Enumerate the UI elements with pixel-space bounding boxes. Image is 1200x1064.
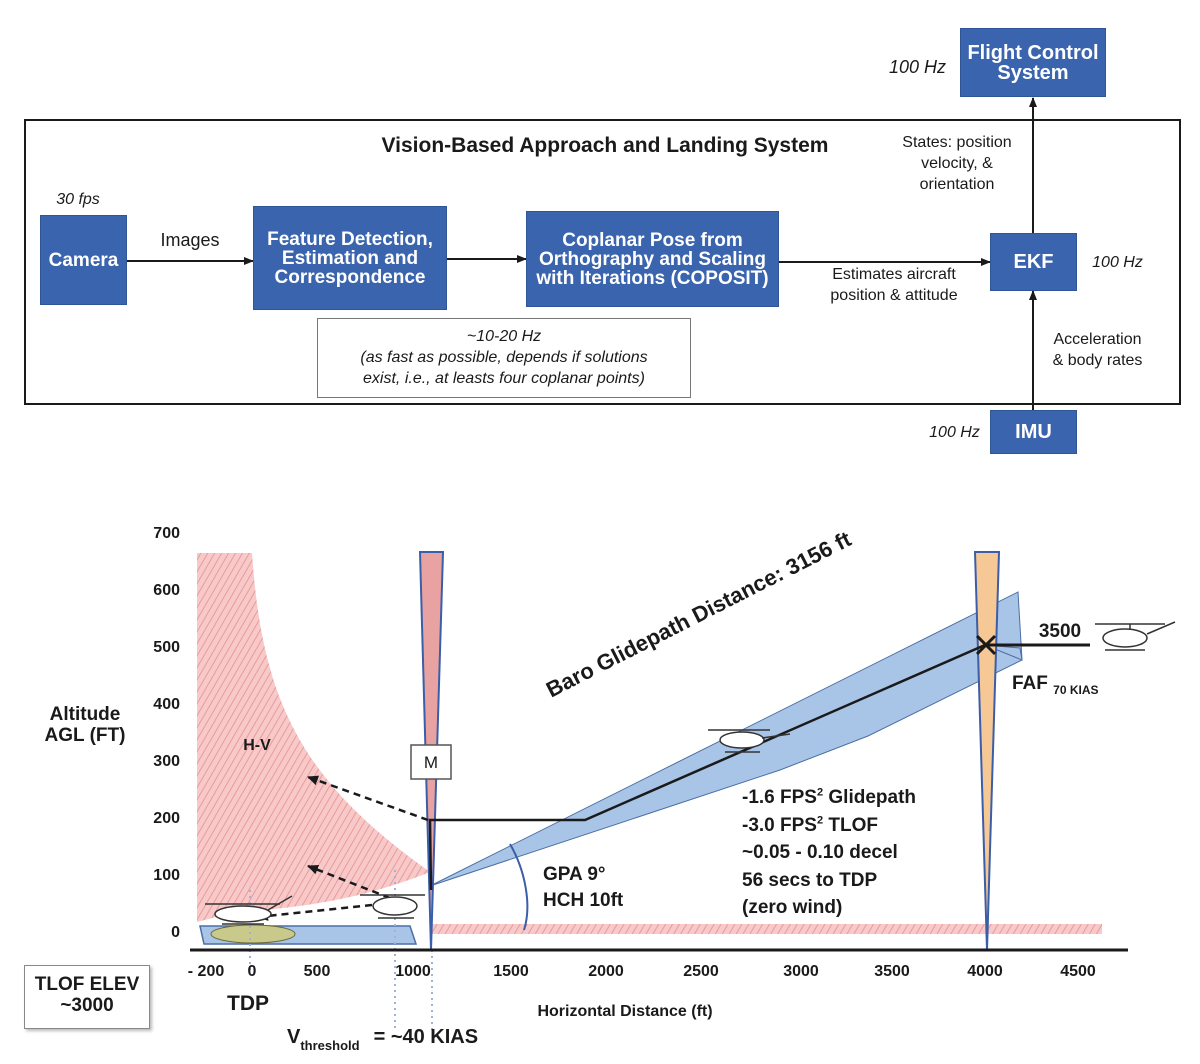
fcs-line-2: System [997, 61, 1069, 84]
y-axis-label-line-2: AGL (FT) [44, 724, 126, 746]
camera-rate-label: 30 fps [56, 191, 100, 208]
hv-region [197, 553, 430, 922]
approach-note: (zero wind) [742, 897, 843, 919]
accel-line-2: & body rates [1052, 351, 1143, 369]
y-tick: 500 [153, 639, 180, 656]
feature-line-3: Correspondence [274, 266, 426, 288]
v-threshold-sub: threshold [300, 1038, 360, 1053]
estimates-line-1: Estimates aircraft [832, 266, 956, 283]
m-marker-label: M [423, 753, 439, 772]
helicopter-icon-threshold [360, 894, 425, 919]
tlof-line-2: ~3000 [60, 994, 114, 1016]
gpa-line-1: GPA 9° [543, 864, 606, 885]
system-diagram-lines [24, 97, 1181, 410]
x-axis-label: Horizontal Distance (ft) [537, 1003, 713, 1020]
faf-label: FAF 70 KIAS [1012, 673, 1099, 697]
system-frame [24, 119, 1181, 405]
feature-detection-box: Feature Detection, Estimation and Corres… [253, 206, 447, 310]
gpa-arc [509, 843, 529, 931]
x-tick: 500 [303, 963, 331, 980]
helicopter-icon-faf [1095, 621, 1176, 651]
states-line-2: velocity, & [921, 154, 993, 172]
note-line-2: (as fast as possible, depends if solutio… [360, 348, 648, 366]
feature-line-2: Estimation and [281, 247, 419, 269]
ekf-rate-label: 100 Hz [1092, 254, 1143, 271]
fc-rate-label: 100 Hz [888, 57, 947, 77]
x-tick: 0 [247, 963, 257, 980]
v-threshold-value: = ~40 KIAS [373, 1026, 479, 1048]
y-tick: 100 [153, 867, 180, 884]
fcs-line-1: Flight Control [967, 41, 1099, 64]
y-tick: 0 [171, 924, 180, 941]
accel-line-1: Acceleration [1053, 331, 1142, 348]
coposit-line-2: Orthography and Scaling [539, 248, 766, 270]
faf-cross-marker [975, 634, 997, 656]
ekf-box: EKF [990, 233, 1077, 291]
y-tick: 600 [153, 582, 180, 599]
states-line-1: States: position [902, 134, 1012, 151]
states-line-3: orientation [919, 175, 995, 193]
x-tick: 4000 [967, 963, 1003, 980]
coposit-box: Coplanar Pose from Orthography and Scali… [526, 211, 779, 307]
m-marker-box [410, 744, 452, 780]
coposit-line-1: Coplanar Pose from [562, 229, 743, 251]
imu-rate-label: 100 Hz [929, 424, 980, 441]
gpa-label: GPA 9° HCH 10ft [543, 862, 623, 913]
tlof-elev-box: TLOF ELEV ~3000 [24, 965, 150, 1029]
ekf-box-label: EKF [1013, 251, 1054, 273]
abort-arrow-lower [307, 864, 391, 900]
approach-notes: -1.6 FPS2 Glidepath -3.0 FPS2 TLOF ~0.05… [742, 784, 916, 922]
x-tick: 3500 [874, 963, 910, 980]
faf-altitude-label: 3500 [1038, 621, 1082, 642]
imu-box-label: IMU [1015, 421, 1052, 443]
estimates-label: Estimates aircraft position & attitude [810, 265, 978, 307]
system-title: Vision-Based Approach and Landing System [381, 134, 829, 157]
y-tick: 400 [153, 696, 180, 713]
y-tick: 300 [153, 753, 180, 770]
accel-label: Acceleration & body rates [1040, 330, 1155, 372]
y-axis-label: Altitude AGL (FT) [30, 704, 140, 747]
faf-marker-wedge [973, 551, 1001, 951]
x-tick: - 200 [187, 963, 225, 980]
helicopter-icon-midpath [708, 729, 791, 753]
imu-box: IMU [990, 410, 1077, 454]
v-threshold-v: V [287, 1026, 301, 1048]
note-line-1: ~10-20 Hz [466, 328, 542, 345]
camera-box: Camera [40, 215, 127, 305]
x-tick: 2500 [683, 963, 719, 980]
y-axis-label-line-1: Altitude [49, 704, 121, 725]
x-tick: 4500 [1060, 963, 1096, 980]
x-tick: 3000 [783, 963, 819, 980]
rate-note-box: ~10-20 Hz (as fast as possible, depends … [317, 318, 691, 398]
images-label: Images [160, 230, 220, 250]
coposit-line-3: with Iterations (COPOSIT) [536, 267, 769, 289]
tlof-line-1: TLOF ELEV [34, 974, 140, 995]
x-tick: 2000 [588, 963, 624, 980]
x-tick: 1000 [395, 963, 431, 980]
abort-arrow-upper [307, 775, 429, 822]
touchdown-ellipse [210, 924, 296, 944]
faf-label-main: FAF [1012, 673, 1048, 694]
y-tick: 700 [153, 525, 180, 542]
y-tick: 200 [153, 810, 180, 827]
feature-line-1: Feature Detection, [267, 228, 433, 250]
camera-box-label: Camera [48, 249, 119, 271]
ground-hatch-strip [430, 924, 1102, 934]
hv-region-label: H-V [243, 737, 271, 754]
x-tick: 1500 [493, 963, 529, 980]
gpa-line-2: HCH 10ft [543, 889, 624, 911]
v-threshold-label: Vthreshold = ~40 KIAS [287, 1026, 479, 1053]
faf-label-sub: 70 KIAS [1053, 683, 1099, 697]
approach-note: -1.6 FPS2 Glidepath [742, 786, 917, 808]
approach-note: ~0.05 - 0.10 decel [742, 842, 898, 864]
flight-control-box: Flight Control System [960, 28, 1106, 97]
states-label: States: position velocity, & orientation [887, 133, 1027, 195]
approach-note: -3.0 FPS2 TLOF [742, 814, 878, 836]
note-line-3: exist, i.e., at leasts four coplanar poi… [363, 369, 645, 387]
helicopter-icon-pad [205, 895, 293, 925]
estimates-line-2: position & attitude [830, 286, 958, 304]
approach-note: 56 secs to TDP [742, 869, 878, 891]
tdp-label: TDP [227, 992, 269, 1015]
